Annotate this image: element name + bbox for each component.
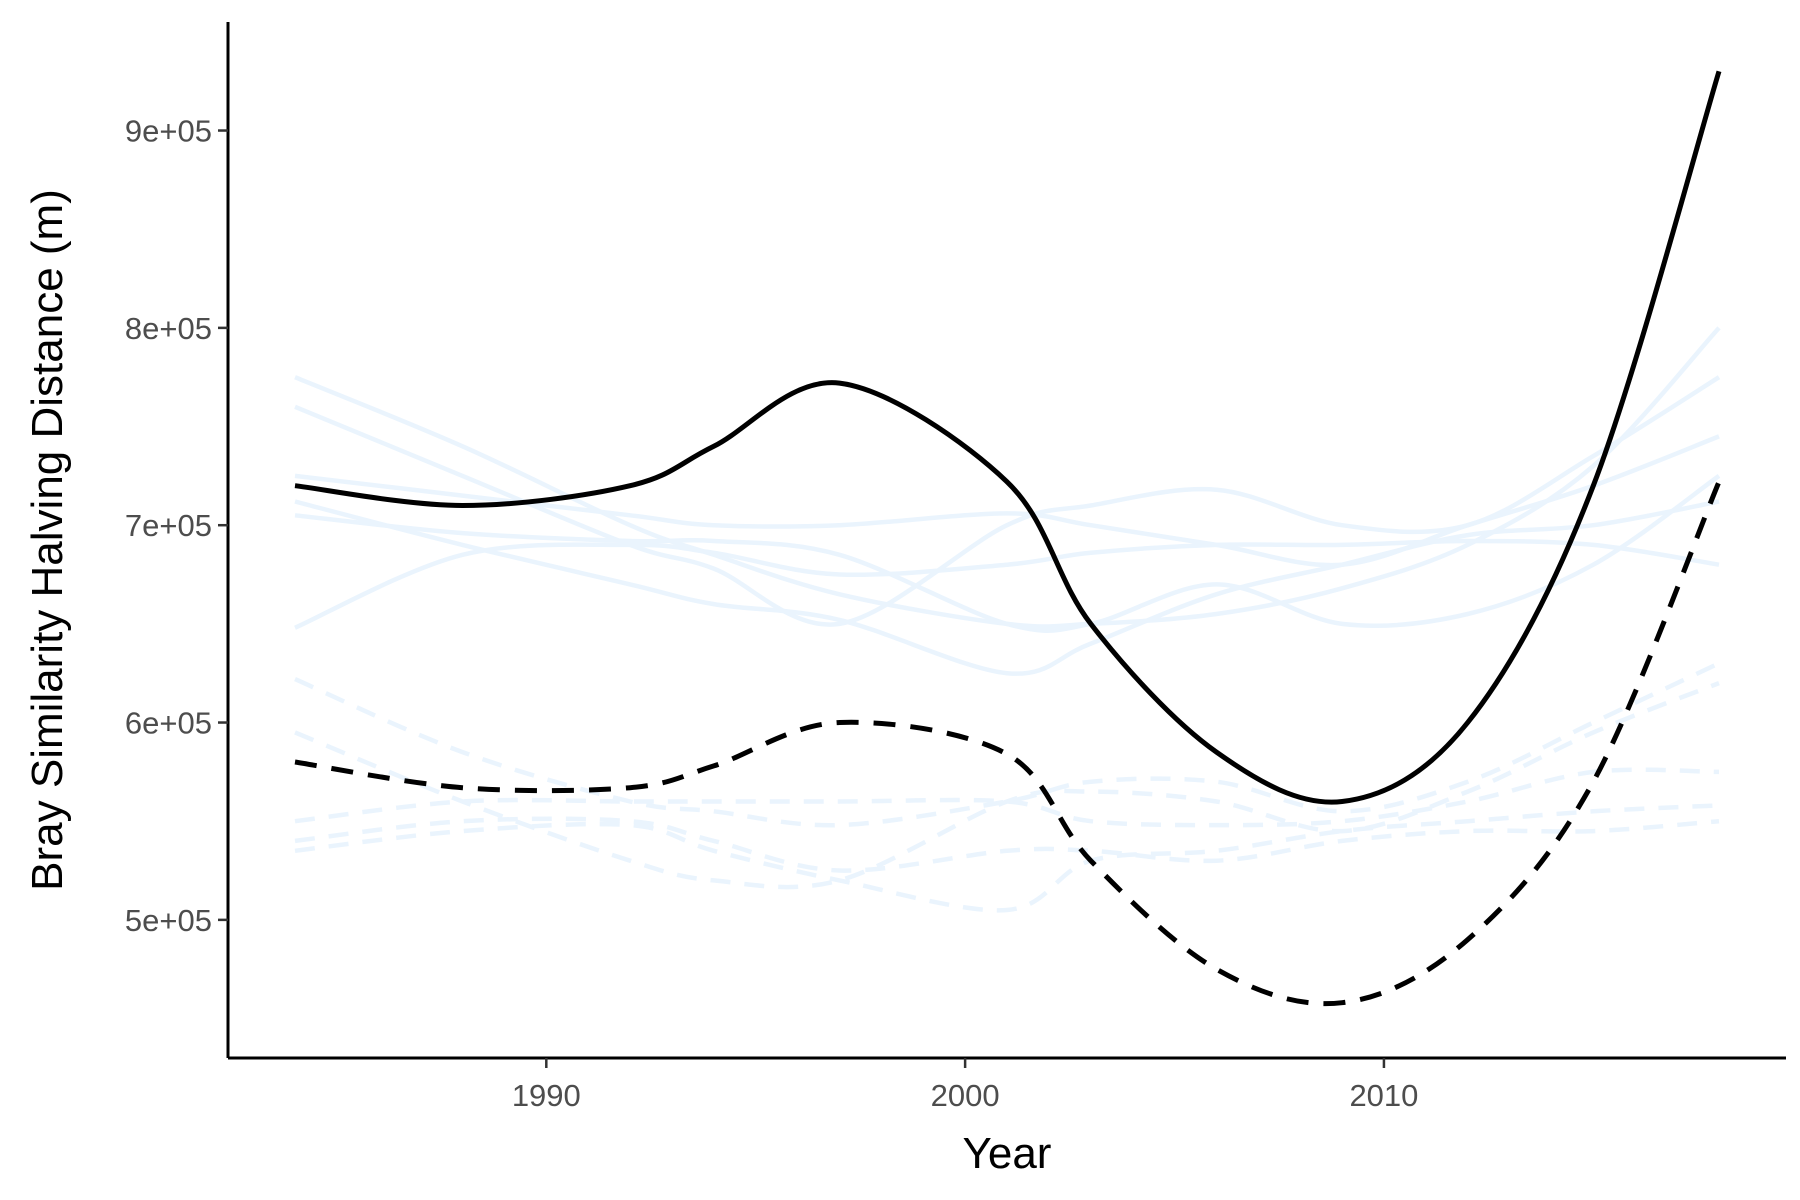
y-tick-label: 7e+05: [125, 508, 212, 543]
series-line-solid-6: [294, 499, 1720, 676]
series-line-main-solid: [294, 70, 1722, 805]
series-line-main-dashed: [294, 480, 1722, 1007]
series-line-dashed-2: [294, 681, 1720, 890]
x-tick-label: 1990: [512, 1078, 581, 1113]
y-axis-title: Bray Similarity Halving Distance (m): [23, 189, 72, 891]
series-line-solid-5: [294, 538, 1720, 630]
series-line-dashed-4: [294, 803, 1720, 913]
y-tick-label: 8e+05: [125, 311, 212, 346]
series-line-dashed-3: [294, 767, 1720, 828]
y-tick-label: 5e+05: [125, 903, 212, 938]
background-series-group: [294, 326, 1721, 913]
x-tick-label: 2000: [931, 1078, 1000, 1113]
series-line-solid-3: [294, 434, 1720, 568]
series-line-solid-1: [294, 326, 1721, 629]
y-tick-label: 6e+05: [125, 706, 212, 741]
main-series-group: [294, 70, 1722, 1007]
y-tick-label: 9e+05: [125, 114, 212, 149]
series-line-dashed-5: [294, 816, 1720, 873]
y-axis-ticks: 5e+05 6e+05 7e+05 8e+05 9e+05: [125, 114, 228, 938]
series-line-solid-4: [294, 474, 1721, 633]
x-axis-ticks: 1990 2000 2010: [512, 1058, 1418, 1113]
x-tick-label: 2010: [1349, 1078, 1418, 1113]
x-axis-title: Year: [963, 1129, 1052, 1178]
